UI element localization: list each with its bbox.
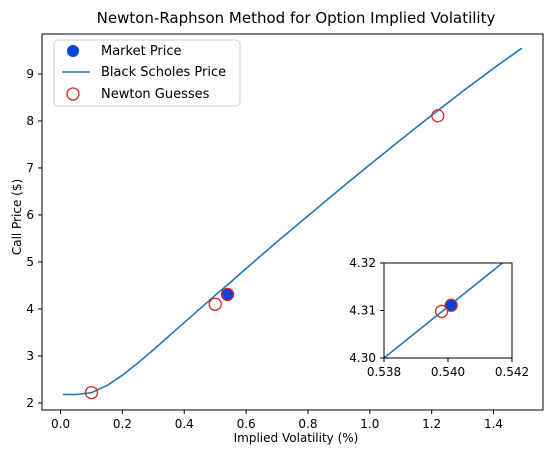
inset-y-tick-label: 4.31 xyxy=(349,304,376,318)
legend-newton-guesses-label: Newton Guesses xyxy=(101,87,210,102)
inset-x-tick-label: 0.542 xyxy=(495,365,529,379)
y-tick-label: 2 xyxy=(26,396,34,410)
x-tick-label: 0.4 xyxy=(175,417,194,431)
inset-market-price-point xyxy=(445,299,458,312)
main-plot: 0.0 0.2 0.4 0.6 0.8 1.0 1.2 1.4 2 3 4 5 6 7 8 9 xyxy=(26,33,544,431)
inset-plot: 0.538 0.540 0.542 4.30 4.31 4.32 xyxy=(349,256,529,379)
inset-newton-guess-point xyxy=(434,304,449,319)
newton-guess-point xyxy=(220,287,235,302)
newton-guess-point xyxy=(84,385,99,400)
legend: Market Price Black Scholes Price Newton … xyxy=(53,39,241,107)
inset-axes-frame xyxy=(383,262,513,359)
legend-market-price-marker xyxy=(67,45,79,57)
x-tick-label: 0.0 xyxy=(51,417,70,431)
chart-title: Newton-Raphson Method for Option Implied… xyxy=(97,9,496,27)
x-tick-label: 0.8 xyxy=(298,417,317,431)
main-axes-frame xyxy=(41,33,544,411)
x-tick-label: 1.2 xyxy=(422,417,441,431)
newton-guess-point xyxy=(431,109,445,123)
y-tick-label: 7 xyxy=(26,161,34,175)
y-axis-label: Call Price ($) xyxy=(10,179,24,255)
newton-guess-point xyxy=(208,297,222,311)
inset-x-tick-label: 0.540 xyxy=(431,365,465,379)
inset-y-tick-label: 4.30 xyxy=(349,351,376,365)
inset-x-ticks: 0.538 0.540 0.542 xyxy=(367,358,529,379)
x-axis-label: Implied Volatility (%) xyxy=(234,431,359,445)
legend-box xyxy=(53,39,241,107)
legend-black-scholes-label: Black Scholes Price xyxy=(101,65,226,80)
x-tick-label: 1.4 xyxy=(484,417,503,431)
main-x-ticks: 0.0 0.2 0.4 0.6 0.8 1.0 1.2 1.4 xyxy=(51,410,503,431)
y-tick-label: 5 xyxy=(26,255,34,269)
inset-black-scholes-line xyxy=(383,262,503,359)
inset-series xyxy=(383,262,503,359)
legend-newton-guesses-marker xyxy=(66,87,80,101)
x-tick-label: 1.0 xyxy=(360,417,379,431)
y-tick-label: 6 xyxy=(26,208,34,222)
y-tick-label: 8 xyxy=(26,114,34,128)
inset-y-tick-label: 4.32 xyxy=(349,256,376,270)
inset-y-ticks: 4.30 4.31 4.32 xyxy=(349,256,384,365)
market-price-point xyxy=(221,288,234,301)
x-tick-label: 0.2 xyxy=(113,417,132,431)
y-tick-label: 4 xyxy=(26,302,34,316)
inset-newton-guess-point xyxy=(444,298,458,312)
main-y-ticks: 2 3 4 5 6 7 8 9 xyxy=(26,67,42,410)
legend-market-price-label: Market Price xyxy=(101,44,182,59)
y-tick-label: 3 xyxy=(26,349,34,363)
inset-x-tick-label: 0.538 xyxy=(367,365,401,379)
x-tick-label: 0.6 xyxy=(237,417,256,431)
main-series xyxy=(62,47,523,400)
black-scholes-price-line xyxy=(62,47,523,396)
y-tick-label: 9 xyxy=(26,67,34,81)
